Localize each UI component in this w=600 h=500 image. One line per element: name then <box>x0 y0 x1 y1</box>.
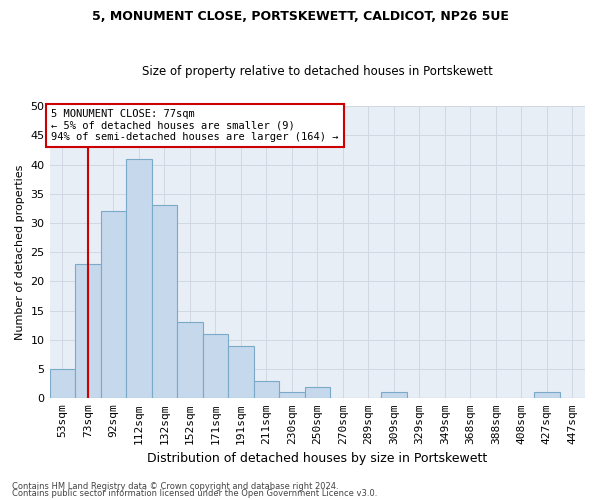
Bar <box>279 392 305 398</box>
Bar <box>203 334 228 398</box>
Bar <box>381 392 407 398</box>
Bar <box>305 386 330 398</box>
Bar <box>126 158 152 398</box>
Text: 5 MONUMENT CLOSE: 77sqm
← 5% of detached houses are smaller (9)
94% of semi-deta: 5 MONUMENT CLOSE: 77sqm ← 5% of detached… <box>51 109 338 142</box>
Bar <box>50 369 75 398</box>
Bar <box>152 206 177 398</box>
Text: Contains HM Land Registry data © Crown copyright and database right 2024.: Contains HM Land Registry data © Crown c… <box>12 482 338 491</box>
Bar <box>177 322 203 398</box>
Bar <box>534 392 560 398</box>
Y-axis label: Number of detached properties: Number of detached properties <box>15 164 25 340</box>
X-axis label: Distribution of detached houses by size in Portskewett: Distribution of detached houses by size … <box>147 452 487 465</box>
Bar <box>75 264 101 398</box>
Bar <box>101 212 126 398</box>
Text: 5, MONUMENT CLOSE, PORTSKEWETT, CALDICOT, NP26 5UE: 5, MONUMENT CLOSE, PORTSKEWETT, CALDICOT… <box>92 10 508 23</box>
Title: Size of property relative to detached houses in Portskewett: Size of property relative to detached ho… <box>142 66 493 78</box>
Bar <box>254 381 279 398</box>
Bar <box>228 346 254 399</box>
Text: Contains public sector information licensed under the Open Government Licence v3: Contains public sector information licen… <box>12 489 377 498</box>
